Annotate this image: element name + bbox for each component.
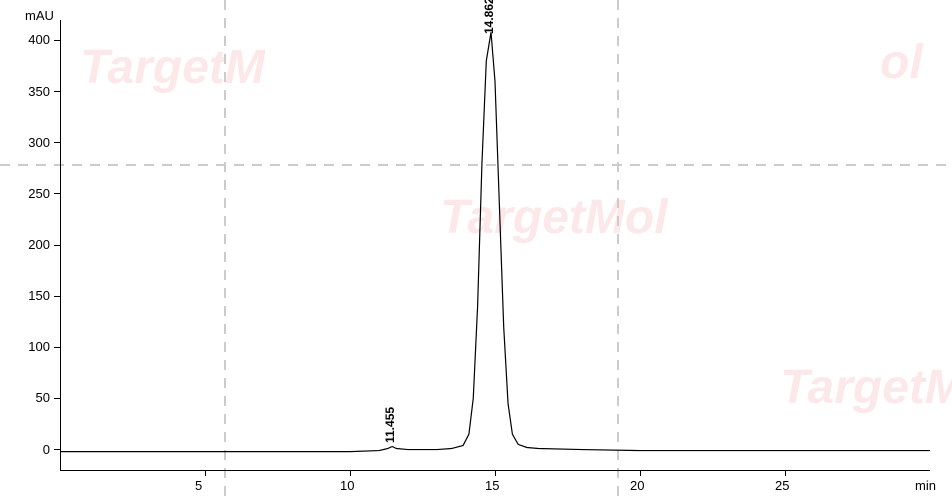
- peak-label: 14.862: [482, 0, 496, 34]
- chromatogram-trace: [0, 0, 952, 504]
- peak-label: 11.455: [383, 407, 397, 443]
